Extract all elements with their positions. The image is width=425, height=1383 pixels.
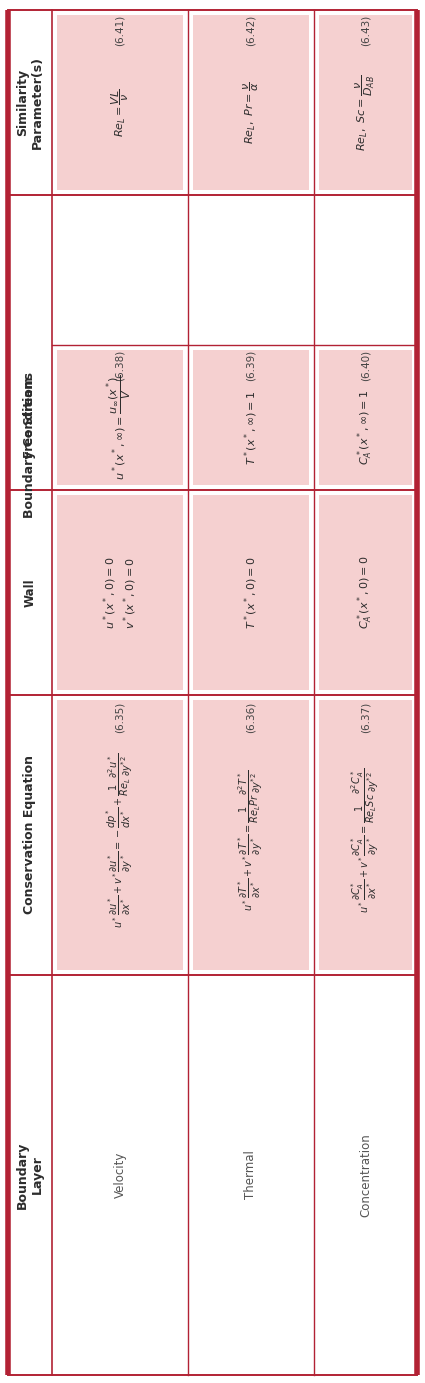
Text: Velocity: Velocity (113, 1152, 127, 1198)
Text: $C_A^*(x^*, \infty) = 1$: $C_A^*(x^*, \infty) = 1$ (356, 390, 375, 465)
Bar (57, 350, 183, 485)
Text: $Re_L,\ Sc = \dfrac{\nu}{D_{AB}}$: $Re_L,\ Sc = \dfrac{\nu}{D_{AB}}$ (354, 75, 377, 151)
Bar (319, 700, 412, 969)
Bar (57, 15, 183, 189)
Bar (57, 700, 183, 969)
Text: Wall: Wall (23, 578, 37, 607)
Text: (6.35): (6.35) (115, 701, 125, 733)
Bar (319, 495, 412, 690)
Text: (6.39): (6.39) (246, 350, 256, 380)
Text: Conservation Equation: Conservation Equation (23, 755, 37, 914)
Bar (319, 350, 412, 485)
Bar (319, 15, 412, 189)
Bar (193, 350, 309, 485)
Text: Boundary
Layer: Boundary Layer (16, 1141, 44, 1209)
Text: $u^*\dfrac{\partial u^*}{\partial x^*} + v^*\dfrac{\partial u^*}{\partial y^*} =: $u^*\dfrac{\partial u^*}{\partial x^*} +… (105, 752, 135, 928)
Text: $u^*(x^*,0) = 0$
$v^*(x^*,0) = 0$: $u^*(x^*,0) = 0$ $v^*(x^*,0) = 0$ (101, 556, 139, 629)
Text: Boundary Conditions: Boundary Conditions (23, 372, 37, 519)
Text: (6.41): (6.41) (115, 14, 125, 46)
Text: Concentration: Concentration (359, 1133, 372, 1217)
Text: $C_A^*(x^*, 0) = 0$: $C_A^*(x^*, 0) = 0$ (356, 556, 375, 629)
Bar (57, 495, 183, 690)
Text: $T^*(x^*, 0) = 0$: $T^*(x^*, 0) = 0$ (242, 556, 260, 629)
Text: Similarity
Parameter(s): Similarity Parameter(s) (16, 55, 44, 149)
Text: Free Stream: Free Stream (23, 376, 37, 458)
Text: (6.42): (6.42) (246, 14, 256, 46)
Text: (6.40): (6.40) (360, 350, 371, 380)
Text: (6.37): (6.37) (360, 701, 371, 733)
Text: $Re_L = \dfrac{VL}{\nu}$: $Re_L = \dfrac{VL}{\nu}$ (109, 89, 131, 137)
Text: (6.43): (6.43) (360, 14, 371, 46)
Text: Thermal: Thermal (244, 1151, 258, 1199)
Bar (193, 700, 309, 969)
Text: $u^*\dfrac{\partial T^*}{\partial x^*} + v^*\dfrac{\partial T^*}{\partial y^*} =: $u^*\dfrac{\partial T^*}{\partial x^*} +… (237, 769, 265, 910)
Bar (193, 15, 309, 189)
Text: $u^*(x^*,\infty) = \dfrac{u_\infty(x^*)}{V}$: $u^*(x^*,\infty) = \dfrac{u_\infty(x^*)}… (105, 375, 135, 480)
Bar (193, 495, 309, 690)
Text: $u^*\dfrac{\partial C_A^*}{\partial x^*} + v^*\dfrac{\partial C_A^*}{\partial y^: $u^*\dfrac{\partial C_A^*}{\partial x^*}… (350, 768, 381, 913)
Text: (6.38): (6.38) (115, 350, 125, 380)
Text: $T^*(x^*, \infty) = 1$: $T^*(x^*, \infty) = 1$ (242, 390, 260, 465)
Text: (6.36): (6.36) (246, 701, 256, 733)
Text: $Re_L,\ Pr = \dfrac{\nu}{\alpha}$: $Re_L,\ Pr = \dfrac{\nu}{\alpha}$ (241, 82, 261, 144)
